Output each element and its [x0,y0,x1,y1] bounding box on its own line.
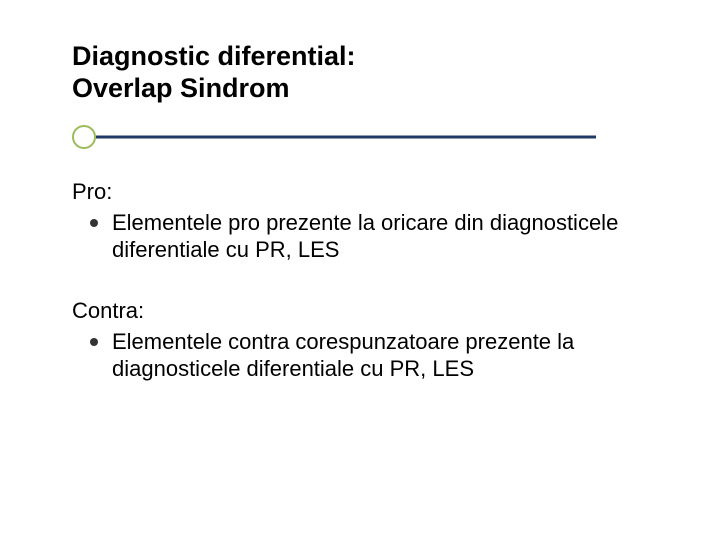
section-contra: Contra: Elementele contra corespunzatoar… [72,298,660,383]
slide: Diagnostic diferential: Overlap Sindrom … [0,0,720,540]
rule-circle-icon [72,125,96,149]
bullet-icon [90,219,98,227]
list-item: Elementele contra corespunzatoare prezen… [72,328,660,383]
title-line-1: Diagnostic diferential: [72,40,660,72]
bullet-icon [90,338,98,346]
title-rule [72,123,660,151]
list-item: Elementele pro prezente la oricare din d… [72,209,660,264]
slide-title: Diagnostic diferential: Overlap Sindrom [72,40,660,105]
rule-line [96,135,596,138]
list-item-text: Elementele contra corespunzatoare prezen… [112,328,660,383]
section-label: Contra: [72,298,660,324]
title-line-2: Overlap Sindrom [72,72,660,104]
section-label: Pro: [72,179,660,205]
list-item-text: Elementele pro prezente la oricare din d… [112,209,660,264]
section-pro: Pro: Elementele pro prezente la oricare … [72,179,660,264]
